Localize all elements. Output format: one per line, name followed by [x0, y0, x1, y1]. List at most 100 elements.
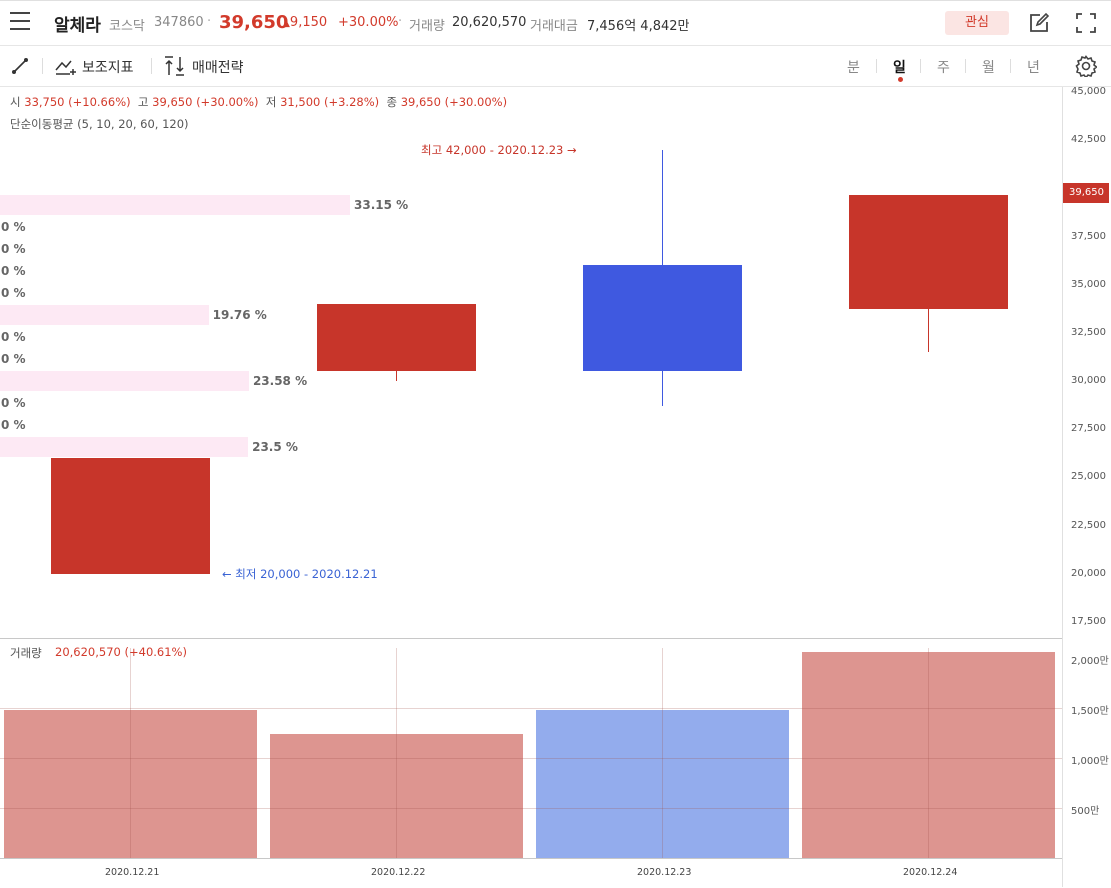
price-tick-label: 32,500 — [1071, 326, 1106, 338]
volume-profile-label: 0 % — [1, 418, 26, 432]
price-tick-label: 45,000 — [1071, 86, 1106, 97]
indicator-button[interactable]: 보조지표 — [82, 60, 134, 76]
header-bar — [0, 0, 1111, 46]
volume-profile-label: 23.58 % — [252, 374, 308, 388]
open-value: 33,750 (+10.66%) — [24, 95, 131, 109]
active-period-dot — [898, 77, 903, 82]
separator-dot: · — [207, 14, 212, 29]
volume-profile-label: 19.76 % — [212, 308, 267, 322]
high-value: 39,650 (+30.00%) — [152, 95, 259, 109]
date-gridline — [130, 648, 131, 858]
high-annotation: 최고 42,000 - 2020.12.23 → — [421, 143, 577, 157]
close-value: 39,650 (+30.00%) — [400, 95, 508, 109]
favorite-button[interactable]: 관심 — [945, 11, 1009, 35]
close-label: 종 — [386, 95, 398, 109]
period-divider — [920, 59, 921, 73]
date-label: 2020.12.23 — [637, 867, 692, 878]
menu-icon[interactable] — [10, 12, 30, 30]
date-label: 2020.12.22 — [371, 867, 426, 878]
low-label: 저 — [265, 95, 277, 109]
draw-line-icon[interactable] — [10, 56, 30, 76]
volume-bar — [270, 734, 523, 858]
chart-toolbar — [0, 46, 1111, 87]
volume-tick-label: 1,000만 — [1071, 756, 1109, 767]
volume-gridline — [0, 758, 1062, 759]
price-tick-label: 27,500 — [1071, 423, 1106, 435]
volume-profile-label: 33.15 % — [354, 198, 409, 212]
volume-tick-label: 1,500만 — [1071, 706, 1109, 717]
price-tick-label: 20,000 — [1071, 567, 1106, 579]
price-tick-label: 25,000 — [1071, 471, 1106, 483]
market-name: 코스닥 — [109, 19, 145, 34]
period-divider — [876, 59, 877, 73]
volume-profile-label: 0 % — [1, 264, 26, 278]
period-month-tab[interactable]: 월 — [982, 60, 995, 76]
stock-code: 347860 — [154, 15, 204, 30]
date-label: 2020.12.21 — [105, 867, 160, 878]
volume-profile-label: 0 % — [1, 242, 26, 256]
volume-profile-bar — [0, 305, 209, 325]
volume-profile-bar — [0, 437, 249, 457]
price-change-value: 9,150 — [289, 15, 328, 30]
price-tick-label: 22,500 — [1071, 519, 1106, 531]
period-divider — [1010, 59, 1011, 73]
y-axis-line — [1062, 87, 1063, 887]
candle-body — [583, 265, 742, 372]
candle-body — [317, 304, 476, 372]
separator-dot: · — [398, 14, 403, 29]
period-week-tab[interactable]: 주 — [937, 60, 950, 76]
candle-body — [51, 458, 210, 574]
volume-value: 20,620,570 — [452, 15, 527, 30]
volume-tick-label: 2,000만 — [1071, 656, 1109, 667]
settings-icon[interactable] — [1075, 55, 1098, 79]
price-tick-label: 17,500 — [1071, 616, 1106, 627]
volume-panel-info: 20,620,570 (+40.61%) — [55, 645, 187, 659]
x-axis-line — [0, 858, 1062, 859]
indicator-icon[interactable] — [55, 56, 77, 76]
volume-profile-label: 0 % — [1, 396, 26, 410]
date-gridline — [662, 648, 663, 858]
date-gridline — [396, 648, 397, 858]
current-price-tag: 39,650 — [1063, 183, 1109, 203]
period-day-tab[interactable]: 일 — [893, 60, 906, 76]
top-border — [0, 0, 1111, 1]
price-tick-label: 30,000 — [1071, 375, 1106, 387]
low-value: 31,500 (+3.28%) — [280, 95, 380, 109]
period-year-tab[interactable]: 년 — [1027, 60, 1040, 76]
toolbar-divider — [151, 58, 152, 74]
volume-gridline — [0, 708, 1062, 709]
volume-panel-title: 거래량 — [10, 646, 42, 660]
period-divider — [965, 59, 966, 73]
volume-gridline — [0, 808, 1062, 809]
moving-average-label[interactable]: 단순이동평균 (5, 10, 20, 60, 120) — [10, 117, 189, 131]
change-percent: +30.00% — [338, 15, 399, 30]
volume-bar — [802, 651, 1055, 858]
volume-profile-label: 0 % — [1, 330, 26, 344]
toolbar-divider — [42, 58, 43, 74]
period-minute-tab[interactable]: 분 — [847, 60, 860, 76]
panel-divider — [0, 638, 1062, 639]
date-gridline — [928, 648, 929, 858]
fullscreen-icon[interactable] — [1075, 12, 1097, 34]
volume-bar — [4, 710, 257, 858]
strategy-icon[interactable] — [163, 55, 187, 77]
volume-profile-label: 0 % — [1, 220, 26, 234]
high-label: 고 — [137, 95, 149, 109]
date-label: 2020.12.24 — [903, 867, 958, 878]
ohlc-info: 시 33,750 (+10.66%) 고 39,650 (+30.00%) 저 … — [10, 94, 507, 110]
price-change: ▲9,150 — [283, 15, 327, 30]
volume-profile-bar — [0, 195, 350, 215]
volume-label: 거래량 — [409, 19, 445, 34]
price-tick-label: 35,000 — [1071, 278, 1106, 290]
volume-profile-label: 0 % — [1, 352, 26, 366]
strategy-button[interactable]: 매매전략 — [192, 60, 244, 76]
volume-profile-label: 23.5 % — [252, 440, 298, 454]
volume-bar — [536, 710, 789, 858]
volume-profile-label: 0 % — [1, 286, 26, 300]
candle-body — [849, 195, 1008, 309]
low-annotation: ← 최저 20,000 - 2020.12.21 — [222, 567, 378, 581]
up-arrow-icon: ▲ — [283, 19, 290, 29]
volume-tick-label: 500만 — [1071, 806, 1100, 817]
edit-icon[interactable] — [1028, 12, 1050, 34]
open-label: 시 — [10, 95, 21, 109]
